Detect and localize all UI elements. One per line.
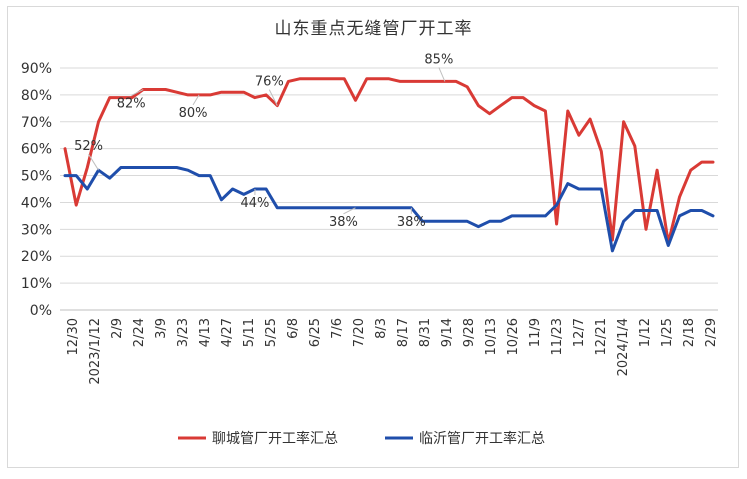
x-tick-label: 4/13 xyxy=(198,318,213,347)
annotation-leader xyxy=(268,89,278,106)
y-tick-label: 40% xyxy=(21,195,52,211)
y-tick-label: 80% xyxy=(21,88,52,104)
annotation-label: 44% xyxy=(240,196,269,211)
x-tick-label: 2/9 xyxy=(110,318,125,339)
legend-label: 临沂管厂开工率汇总 xyxy=(419,430,545,447)
series-lines xyxy=(63,77,715,253)
x-tick-label: 2024/1/4 xyxy=(616,318,631,376)
annotations: 52% 82% 80% 76% 85% 44% 38% 38% xyxy=(74,52,453,229)
annotation-label: 76% xyxy=(255,75,284,90)
x-tick-label: 10/26 xyxy=(506,318,521,355)
annotation-leader xyxy=(130,89,144,96)
y-tick-label: 90% xyxy=(21,61,52,77)
y-tick-label: 60% xyxy=(21,142,52,158)
x-tick-label: 9/14 xyxy=(440,318,455,347)
y-tick-label: 10% xyxy=(21,276,52,292)
x-tick-label: 6/25 xyxy=(308,318,323,347)
y-axis-ticks: 0% 10% 20% 30% 40% 50% 60% 70% 80% 90% xyxy=(21,61,52,319)
x-tick-label: 1/25 xyxy=(660,318,675,347)
x-tick-label: 8/31 xyxy=(418,318,433,347)
x-tick-label: 5/11 xyxy=(242,318,257,347)
x-tick-label: 8/3 xyxy=(374,318,389,339)
x-tick-label: 9/28 xyxy=(462,318,477,347)
legend: 聊城管厂开工率汇总 临沂管厂开工率汇总 xyxy=(178,430,545,447)
x-tick-label: 2/29 xyxy=(704,318,719,347)
x-tick-label: 3/23 xyxy=(176,318,191,347)
annotation-label: 38% xyxy=(329,215,358,230)
gridlines xyxy=(60,67,718,311)
y-tick-label: 50% xyxy=(21,169,52,185)
x-tick-label: 6/8 xyxy=(286,318,301,339)
annotation-label: 82% xyxy=(117,97,146,112)
annotation-label: 80% xyxy=(179,106,208,121)
x-tick-label: 11/9 xyxy=(528,318,543,347)
annotation-leader xyxy=(88,153,99,171)
x-tick-label: 12/30 xyxy=(66,318,81,355)
x-tick-label: 2023/1/12 xyxy=(88,318,103,385)
series-line-2 xyxy=(63,166,715,253)
annotation-leader xyxy=(438,67,446,82)
annotation-label: 52% xyxy=(74,139,103,154)
x-tick-label: 12/7 xyxy=(572,318,587,347)
x-tick-label: 5/25 xyxy=(264,318,279,347)
y-tick-label: 20% xyxy=(21,249,52,265)
annotation-leader xyxy=(343,207,356,215)
x-tick-label: 7/6 xyxy=(330,318,345,339)
annotation-leader xyxy=(192,94,200,106)
annotation-label: 38% xyxy=(397,215,426,230)
x-tick-label: 3/9 xyxy=(154,318,169,339)
x-tick-label: 7/20 xyxy=(352,318,367,347)
x-tick-label: 4/27 xyxy=(220,318,235,347)
annotation-label: 85% xyxy=(424,52,453,67)
x-tick-label: 2/18 xyxy=(682,318,697,347)
series-line-1 xyxy=(63,77,715,245)
y-tick-label: 0% xyxy=(30,303,52,319)
chart-title: 山东重点无缝管厂开工率 xyxy=(274,19,473,39)
x-tick-label: 10/13 xyxy=(484,318,499,355)
legend-label: 聊城管厂开工率汇总 xyxy=(212,430,338,447)
x-tick-label: 11/23 xyxy=(550,318,565,355)
x-tick-label: 12/21 xyxy=(594,318,609,355)
y-tick-label: 30% xyxy=(21,222,52,238)
x-axis-ticks: 12/30 2023/1/12 2/9 2/24 3/9 3/23 4/13 4/27 5/11… xyxy=(66,318,719,385)
y-tick-label: 70% xyxy=(21,115,52,131)
x-tick-label: 8/17 xyxy=(396,318,411,347)
x-tick-label: 2/24 xyxy=(132,318,147,347)
x-tick-label: 1/12 xyxy=(638,318,653,347)
